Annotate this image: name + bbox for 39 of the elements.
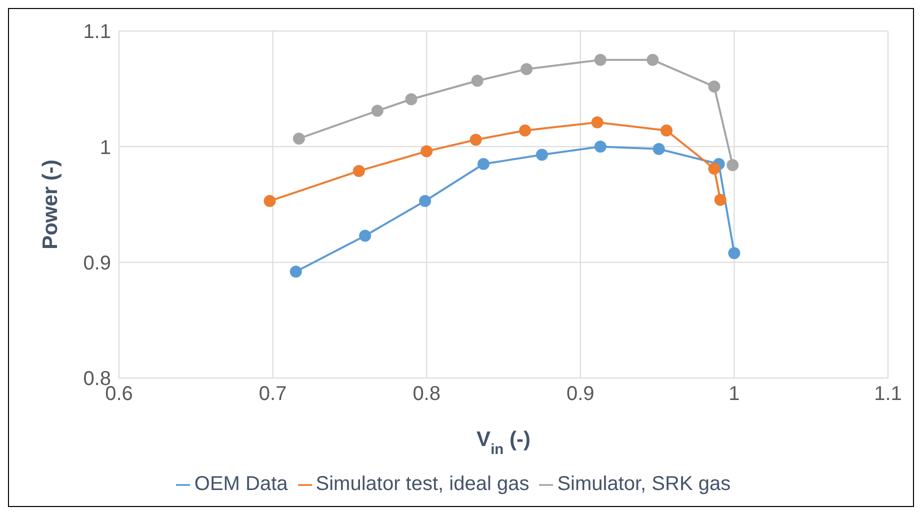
point [359,230,372,242]
x-tick-label: 0.9 [566,383,594,406]
point [714,194,726,206]
legend-label: Simulator, SRK gas [557,473,731,495]
x-tick-label: 0.8 [412,383,441,406]
point [660,124,673,136]
legend-label: Simulator test, ideal gas [316,473,530,495]
point [405,93,418,106]
point [652,142,665,155]
y-tick-label: 0.9 [83,252,111,274]
point [594,140,606,153]
point [420,145,433,158]
point [708,80,720,93]
point [726,159,739,172]
point [520,63,533,76]
point [290,266,302,278]
x-axis-title: V$_{in}$ (-) [476,428,530,458]
y-tick-label: 1.1 [83,21,111,44]
point [264,195,276,208]
point [591,116,604,128]
point [519,124,532,136]
point [536,148,548,161]
y-tick-label: 1 [100,136,111,159]
point [646,54,659,66]
point [292,132,305,145]
point [419,195,432,208]
x-tick-label: 1.1 [874,383,902,406]
point [352,164,365,177]
x-tick-label: 0.7 [258,383,287,406]
point [728,247,740,260]
legend-label: OEM Data [194,473,288,495]
point [594,54,606,66]
y-axis-title: Power (-) [39,160,62,250]
point [470,134,482,146]
point [471,74,484,87]
x-tick-label: 1 [728,383,740,406]
point [371,104,384,117]
point [478,158,490,170]
point [708,162,720,175]
